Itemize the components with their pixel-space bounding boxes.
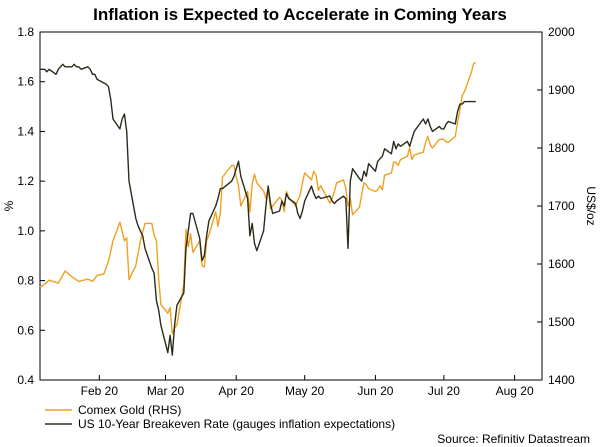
left-tick-label: 0.8 [17, 274, 34, 288]
legend-label-gold: Comex Gold (RHS) [78, 403, 181, 417]
x-tick-label: Jun 20 [357, 384, 393, 398]
series-line-gold [39, 61, 477, 335]
x-tick-label: Mar 20 [147, 384, 185, 398]
left-tick-label: 0.4 [17, 373, 34, 387]
left-tick-label: 1.0 [17, 224, 34, 238]
y-axis-left-label: % [2, 200, 16, 211]
right-axis: 1400 1500 1600 1700 1800 1900 2000 [537, 25, 575, 387]
left-tick-label: 0.6 [17, 323, 34, 337]
right-tick-label: 1900 [548, 83, 575, 97]
series-line-breakeven [40, 63, 476, 356]
x-axis: Feb 20 Mar 20 Apr 20 May 20 Jun 20 Jul 20 Aug … [81, 375, 534, 398]
right-tick-label: 1400 [548, 373, 575, 387]
x-tick-label: May 20 [285, 384, 325, 398]
chart-title: Inflation is Expected to Accelerate in C… [93, 5, 507, 24]
right-tick-label: 1800 [548, 141, 575, 155]
left-tick-label: 1.6 [17, 75, 34, 89]
left-tick-label: 1.8 [17, 25, 34, 39]
right-tick-label: 1600 [548, 257, 575, 271]
x-tick-label: Apr 20 [219, 384, 255, 398]
left-axis: 0.4 0.6 0.8 1.0 1.2 1.4 1.6 1.8 [17, 25, 45, 387]
legend-label-breakeven: US 10-Year Breakeven Rate (gauges inflat… [78, 417, 395, 431]
right-tick-label: 2000 [548, 25, 575, 39]
right-tick-label: 1500 [548, 315, 575, 329]
right-tick-label: 1700 [548, 199, 575, 213]
series-layer [39, 61, 477, 356]
x-tick-label: Feb 20 [81, 384, 119, 398]
source-note: Source: Refinitiv Datastream [437, 432, 590, 446]
left-tick-label: 1.4 [17, 124, 34, 138]
y-axis-right-label: US$/oz [584, 186, 598, 225]
left-tick-label: 1.2 [17, 174, 34, 188]
x-tick-label: Aug 20 [496, 384, 534, 398]
x-tick-label: Jul 20 [428, 384, 460, 398]
legend: Comex Gold (RHS) US 10-Year Breakeven Ra… [45, 403, 395, 431]
